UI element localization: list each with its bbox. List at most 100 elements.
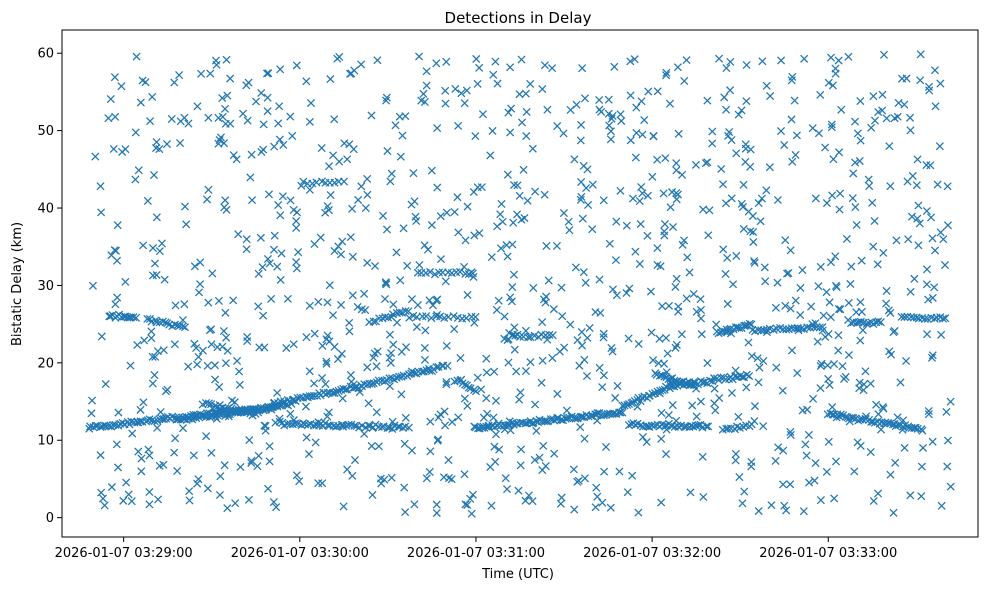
detection-marker: [122, 278, 129, 285]
detection-marker: [146, 452, 153, 459]
detection-marker: [779, 481, 786, 488]
detection-marker: [661, 220, 668, 227]
detection-marker: [293, 472, 300, 479]
detection-marker: [349, 292, 356, 299]
detection-marker: [255, 452, 262, 459]
detection-marker: [364, 191, 371, 198]
detection-marker: [346, 328, 353, 335]
detection-marker: [842, 373, 849, 380]
detection-marker: [789, 158, 796, 165]
detection-marker: [690, 290, 697, 297]
detection-marker: [650, 133, 657, 140]
detection-marker: [98, 489, 105, 496]
detection-marker: [755, 507, 762, 514]
detection-marker: [428, 222, 435, 229]
detection-marker: [527, 80, 534, 87]
detection-marker: [787, 247, 794, 254]
detection-marker: [364, 259, 371, 266]
detection-marker: [835, 57, 842, 64]
detection-marker: [658, 435, 665, 442]
detection-marker: [832, 458, 839, 465]
detection-marker: [397, 277, 404, 284]
detection-marker: [586, 324, 593, 331]
detection-marker: [144, 197, 151, 204]
detection-marker: [571, 156, 578, 163]
detection-marker: [275, 201, 282, 208]
detection-marker: [179, 425, 186, 432]
detection-marker: [773, 364, 780, 371]
detection-marker: [311, 330, 318, 337]
detection-marker: [128, 498, 135, 505]
detection-marker: [416, 261, 423, 268]
detection-marker: [510, 219, 517, 226]
detection-marker: [751, 403, 758, 410]
detection-marker: [421, 242, 428, 249]
detection-marker: [848, 263, 855, 270]
detection-marker: [699, 206, 706, 213]
detection-marker: [259, 264, 266, 271]
detection-marker: [237, 463, 244, 470]
detection-marker: [836, 206, 843, 213]
detection-marker: [197, 259, 204, 266]
detection-marker: [112, 301, 119, 308]
detection-marker: [931, 247, 938, 254]
detection-marker: [396, 113, 403, 120]
detection-marker: [593, 484, 600, 491]
detection-marker: [277, 66, 284, 73]
detection-marker: [875, 411, 882, 418]
detection-marker: [264, 485, 271, 492]
detection-marker: [513, 368, 520, 375]
detection-marker: [566, 227, 573, 234]
detection-marker: [684, 254, 691, 261]
detection-marker: [186, 488, 193, 495]
detection-marker: [755, 200, 762, 207]
detection-marker: [529, 145, 536, 152]
detection-marker: [923, 207, 930, 214]
detection-marker: [368, 112, 375, 119]
detection-marker: [658, 499, 665, 506]
detection-marker: [157, 408, 164, 415]
detection-marker: [845, 53, 852, 60]
detection-marker: [681, 77, 688, 84]
detection-marker: [270, 246, 277, 253]
detection-marker: [600, 372, 607, 379]
detection-marker: [757, 218, 764, 225]
detection-marker: [205, 114, 212, 121]
detection-marker: [267, 295, 274, 302]
detection-marker: [488, 502, 495, 509]
detection-marker: [518, 56, 525, 63]
detection-marker: [545, 277, 552, 284]
detection-marker: [233, 156, 240, 163]
detection-marker: [832, 253, 839, 260]
detection-marker: [319, 480, 326, 487]
detection-marker: [632, 154, 639, 161]
detection-marker: [915, 202, 922, 209]
detection-marker: [735, 111, 742, 118]
detection-marker: [797, 284, 804, 291]
detection-marker: [817, 385, 824, 392]
detection-marker: [336, 158, 343, 165]
detection-marker: [428, 167, 435, 174]
detection-marker: [505, 109, 512, 116]
detection-marker: [476, 64, 483, 71]
detection-marker: [451, 208, 458, 215]
detection-marker: [803, 452, 810, 459]
detection-marker: [859, 327, 866, 334]
detection-marker: [368, 442, 375, 449]
detection-marker: [455, 229, 462, 236]
detection-marker: [777, 127, 784, 134]
detection-marker: [932, 103, 939, 110]
detection-marker: [522, 90, 529, 97]
y-tick-label: 30: [37, 279, 54, 294]
x-tick-label: 2026-01-07 03:30:00: [231, 546, 369, 561]
detection-marker: [423, 82, 430, 89]
detection-marker: [914, 156, 921, 163]
detection-marker: [862, 368, 869, 375]
detection-marker: [911, 275, 918, 282]
detection-marker: [643, 438, 650, 445]
detection-marker: [687, 489, 694, 496]
detection-marker: [558, 284, 565, 291]
detection-marker: [882, 300, 889, 307]
detection-marker: [239, 110, 246, 117]
detection-marker: [190, 452, 197, 459]
